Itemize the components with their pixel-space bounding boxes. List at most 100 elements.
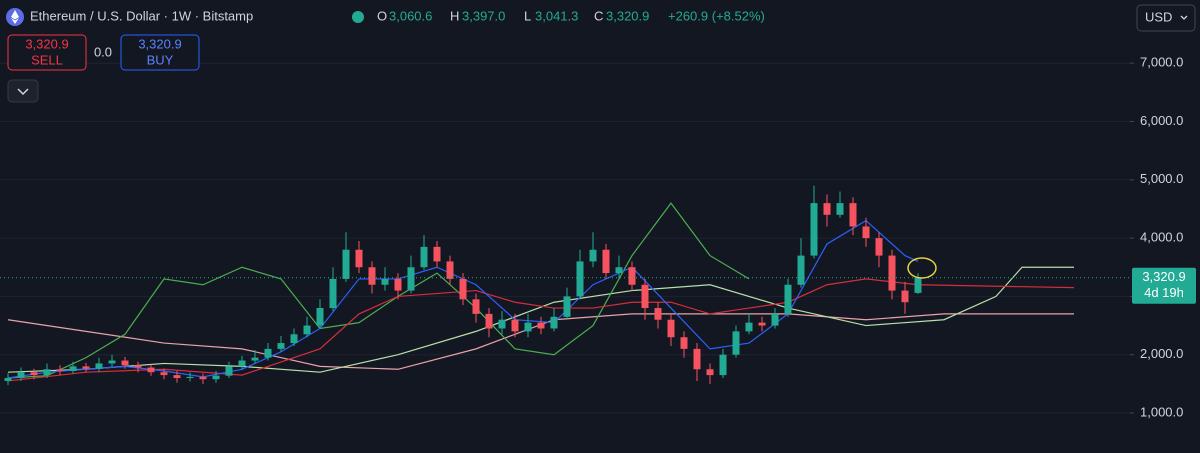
candle-body (43, 369, 51, 376)
last-price-box (1132, 267, 1196, 304)
ohlc-value: 3,060.6 (389, 8, 432, 23)
sell-button[interactable] (7, 34, 87, 71)
candle-body (628, 267, 636, 285)
ohlc-label: H (450, 8, 459, 23)
currency: USD (1145, 9, 1172, 24)
candle-body (498, 319, 506, 329)
last-price-label: 3,320.9 (1142, 269, 1185, 284)
ohlc-value: 3,397.0 (462, 8, 505, 23)
y-tick-label: 7,000.0 (1140, 55, 1183, 70)
candle-body (199, 376, 207, 380)
y-tick-label: 2,000.0 (1140, 346, 1183, 361)
buy-button[interactable] (120, 34, 200, 71)
candle-body (95, 363, 103, 369)
candle-body (56, 369, 64, 372)
candle-body (4, 378, 12, 381)
annotation-circle (907, 257, 937, 279)
candle-body (914, 277, 922, 293)
buy-price: 3,320.9 (138, 36, 181, 51)
currency-select[interactable] (1136, 4, 1196, 32)
candle-body (524, 322, 532, 332)
buy-label: BUY (147, 52, 174, 67)
candle-body (108, 360, 116, 364)
ohlc-value: 3,320.9 (606, 8, 649, 23)
candle-body (407, 267, 415, 291)
candle-body (212, 375, 220, 380)
candle-body (485, 313, 493, 329)
candle-body (225, 366, 233, 376)
candle-body (147, 367, 155, 373)
sell-price: 3,320.9 (25, 36, 68, 51)
candle-body (537, 322, 545, 329)
candle-body (290, 334, 298, 344)
collapse-button[interactable] (7, 79, 39, 103)
countdown: 4d 19h (1144, 285, 1184, 300)
y-tick-label: 6,000.0 (1140, 113, 1183, 128)
candle-body (589, 249, 597, 262)
candle-body (693, 348, 701, 370)
candle-body (667, 319, 675, 338)
y-tick-label: 4,000.0 (1140, 230, 1183, 245)
candle-body (160, 372, 168, 376)
chevron (1180, 15, 1188, 20)
candle-body (550, 316, 558, 329)
candle-body (303, 325, 311, 335)
chevron (17, 88, 29, 96)
candle-body (394, 278, 402, 291)
candle-body (719, 354, 727, 376)
candle-body (680, 337, 688, 349)
candle-body (30, 372, 38, 376)
y-tick-label: 1,000.0 (1140, 404, 1183, 419)
candle-body (277, 343, 285, 349)
plot (0, 185, 1130, 386)
axis: 1,000.02,000.03,000.04,000.05,000.06,000… (1130, 55, 1196, 419)
candle-body (342, 249, 350, 279)
candle-body (316, 308, 324, 326)
candle-body (576, 261, 584, 297)
candle-body (446, 261, 454, 279)
candle-body (823, 203, 831, 215)
candle-body (745, 322, 753, 332)
candle-body (121, 360, 129, 366)
candle-body (173, 375, 181, 379)
status-dot (352, 11, 364, 23)
candle-body (329, 278, 337, 309)
candle-body (875, 238, 883, 256)
candle-body (771, 313, 779, 326)
ohlc-label: C (594, 8, 603, 23)
spread: 0.0 (94, 44, 112, 59)
candle-body (784, 284, 792, 314)
indicator-line (7, 278, 1075, 382)
eth-logo (11, 10, 19, 24)
candle-body (797, 255, 805, 285)
candle-body (264, 348, 272, 358)
candle-body (381, 278, 389, 285)
candle-body (836, 203, 844, 215)
candle-body (420, 246, 428, 268)
candle-body (17, 372, 25, 379)
candle-body (433, 246, 441, 262)
symbol: Ethereum / U.S. Dollar · 1W · Bitstamp (30, 8, 253, 23)
candle-body (901, 290, 909, 303)
candle-body (186, 376, 194, 379)
sell-label: SELL (31, 52, 63, 67)
ohlc-label: O (377, 8, 387, 23)
candle-body (69, 366, 77, 372)
candle-body (511, 319, 519, 332)
price-axis (1130, 0, 1200, 453)
candle-body (459, 278, 467, 300)
candle-body (654, 308, 662, 320)
candle-body (472, 299, 480, 314)
ohlc-label: L (524, 8, 531, 23)
candle-body (888, 255, 896, 291)
candle-body (810, 203, 818, 256)
candle-body (602, 249, 610, 274)
candle-body (849, 203, 857, 227)
y-tick-label: 5,000.0 (1140, 171, 1183, 186)
candle-body (368, 267, 376, 285)
candle-body (732, 331, 740, 355)
ohlc-value: 3,041.3 (535, 8, 578, 23)
change: +260.9 (+8.52%) (668, 8, 765, 23)
candle-body (641, 284, 649, 309)
